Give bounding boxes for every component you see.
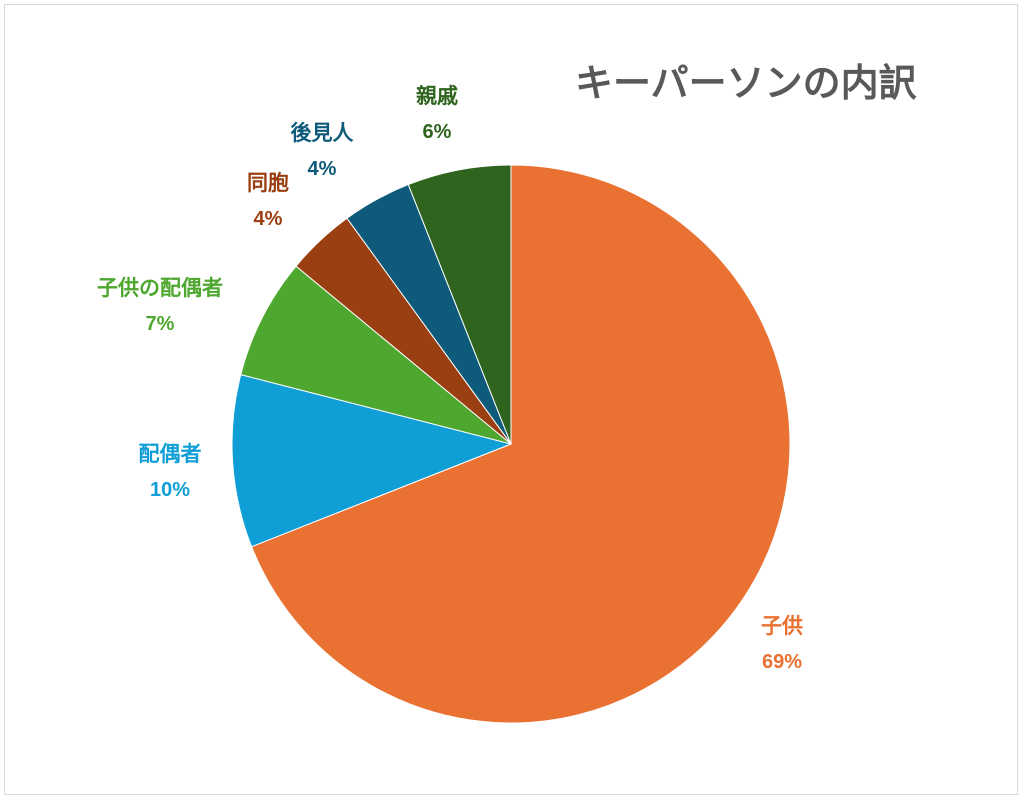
data-label-percent: 10% [149, 479, 191, 501]
data-label-category: 同胞 [247, 171, 289, 195]
data-label-percent: 69% [761, 651, 803, 673]
chart-title: キーパーソンの内訳 [575, 61, 917, 105]
data-label: 子供 69% [761, 608, 803, 680]
data-label-category: 後見人 [290, 121, 354, 145]
data-label: 配偶者 10% [139, 436, 202, 508]
data-label-percent: 4% [307, 158, 337, 180]
data-label-percent: 6% [422, 121, 452, 143]
data-label-category: 配偶者 [138, 442, 202, 466]
pie-slice [240, 265, 512, 445]
data-label: 同胞 4% [247, 165, 289, 237]
data-label: 後見人 4% [291, 115, 354, 187]
data-label-category: 親戚 [416, 84, 458, 108]
data-label-category: 子供の配偶者 [97, 276, 223, 300]
pie-slice [250, 164, 791, 724]
data-label: 子供の配偶者 7% [97, 270, 223, 342]
data-label-percent: 7% [145, 313, 175, 335]
data-label: 親戚 6% [416, 78, 458, 150]
data-label-percent: 4% [253, 208, 283, 230]
data-label-category: 子供 [761, 614, 803, 638]
pie-slice [231, 374, 513, 548]
pie-slice [407, 164, 512, 445]
